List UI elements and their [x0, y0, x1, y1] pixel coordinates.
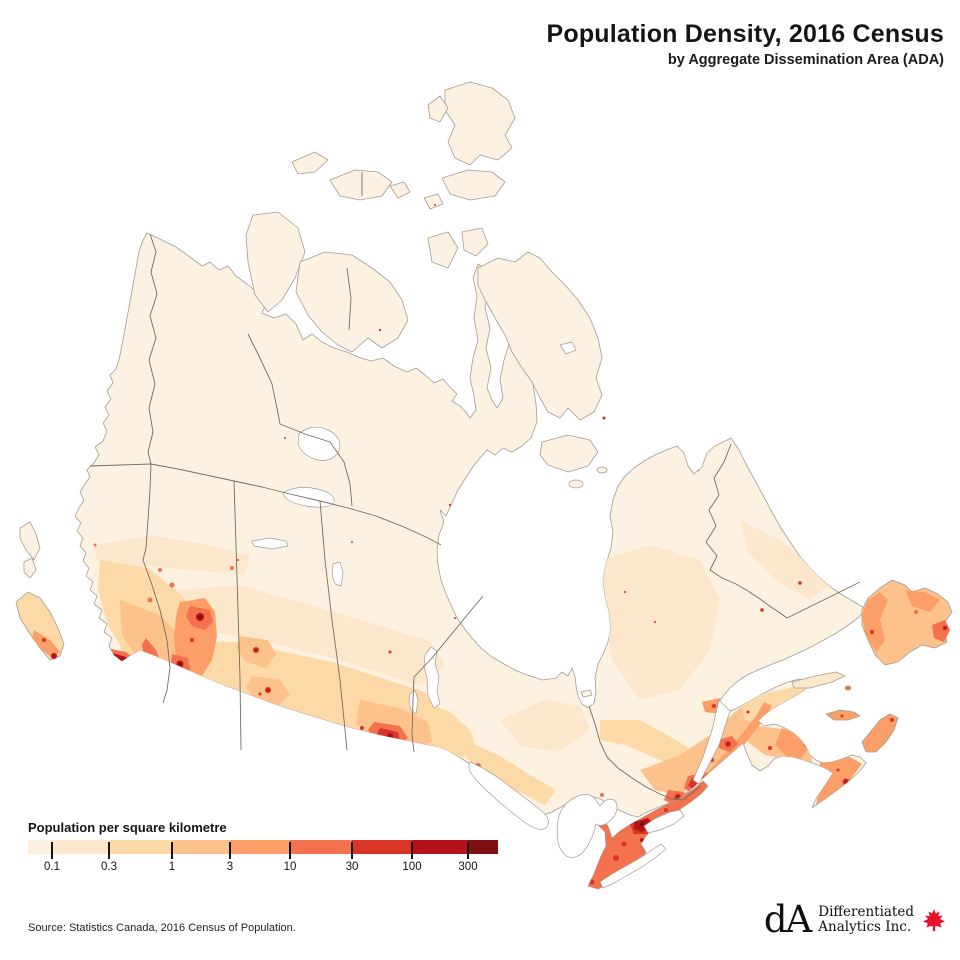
- legend-color-segment: [230, 840, 290, 854]
- legend-tick-label: 10: [283, 861, 297, 873]
- legend-tick: [108, 842, 110, 859]
- legend-tick-label: 3: [226, 861, 234, 873]
- logo-company-name: Differentiated Analytics Inc.: [818, 903, 914, 935]
- maple-leaf-icon: [923, 909, 945, 931]
- source-note: Source: Statistics Canada, 2016 Census o…: [28, 922, 296, 934]
- legend-color-segment: [28, 840, 52, 854]
- legend-tick: [289, 842, 291, 859]
- logo-company-line2: Analytics Inc.: [818, 919, 912, 935]
- legend-tick-label: 30: [345, 861, 359, 873]
- legend-tick-label: 100: [402, 861, 422, 873]
- legend: Population per square kilometre 0.1 0.3 1 3…: [28, 820, 498, 873]
- legend-tick: [51, 842, 53, 859]
- page-title: Population Density, 2016 Census: [546, 20, 944, 48]
- map-island-density: [32, 204, 950, 722]
- legend-title: Population per square kilometre: [28, 820, 227, 835]
- map-islands: [15, 81, 953, 753]
- legend-tick: [467, 842, 469, 859]
- legend-color-segment: [172, 840, 230, 854]
- legend-color-bar: 0.1 0.3 1 3 10 30 100 300: [28, 840, 498, 873]
- map-density-overlays: [75, 374, 862, 815]
- legend-tick: [171, 842, 173, 859]
- legend-tick: [411, 842, 413, 859]
- legend-tick-label: 0.3: [101, 861, 117, 873]
- legend-color-segment: [290, 840, 352, 854]
- legend-color-segment: [52, 840, 109, 854]
- map-province-borders: [89, 172, 861, 801]
- legend-tick: [229, 842, 231, 859]
- logo-company-line1: Differentiated: [818, 903, 914, 920]
- logo-monogram: dA: [763, 898, 812, 941]
- legend-color-segment: [109, 840, 172, 854]
- legend-tick-label: 1: [168, 861, 176, 873]
- legend-tick-label: 300: [458, 861, 478, 873]
- page-subtitle: by Aggregate Dissemination Area (ADA): [667, 52, 944, 68]
- legend-tick-label: 0.1: [44, 861, 60, 873]
- company-logo: dA Differentiated Analytics Inc.: [763, 898, 946, 941]
- map-water-overlays: [251, 341, 731, 889]
- legend-color-segment: [468, 840, 498, 854]
- legend-color-segment: [412, 840, 468, 854]
- header: Population Density, 2016 Census by Aggre…: [546, 20, 944, 68]
- legend-tick: [351, 842, 353, 859]
- legend-color-segment: [352, 840, 412, 854]
